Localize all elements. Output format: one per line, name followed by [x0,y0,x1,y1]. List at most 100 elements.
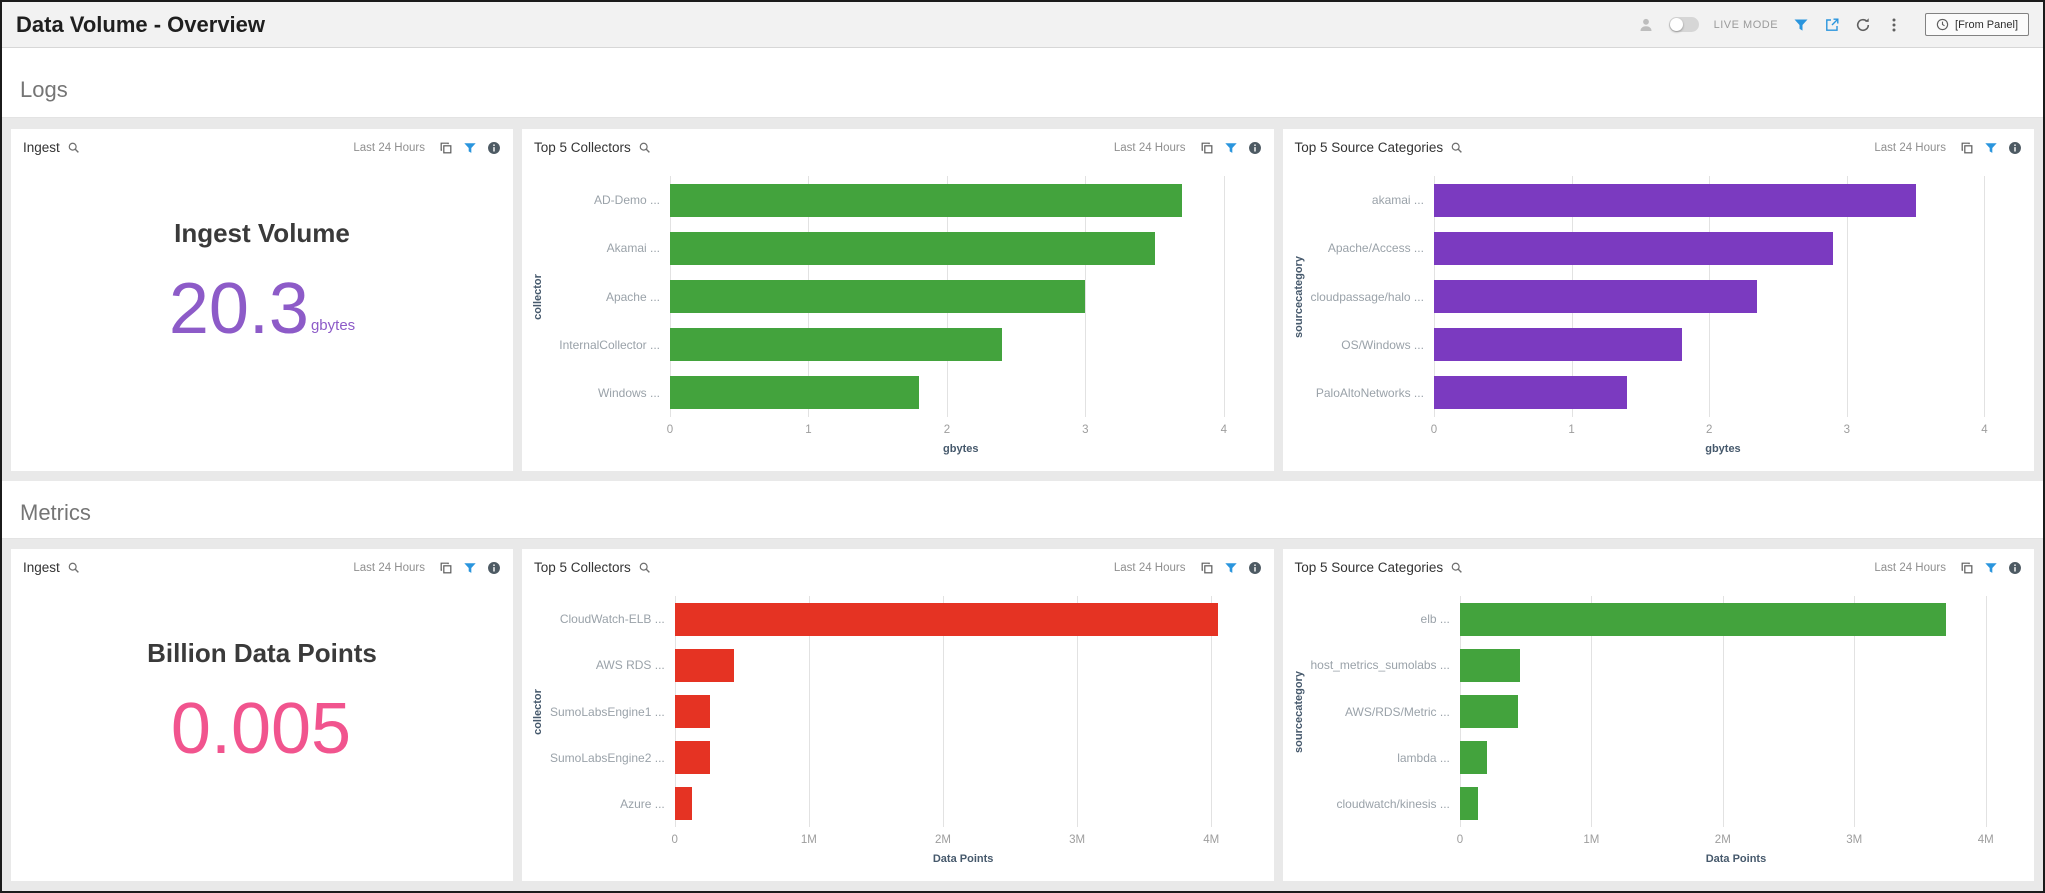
bar[interactable] [670,328,1003,362]
panel-header: Top 5 Source Categories Last 24 Hours [1283,549,2035,586]
search-icon[interactable] [1450,141,1463,154]
ingest-heading: Billion Data Points [147,638,377,668]
page-title: Data Volume - Overview [16,11,266,37]
bar[interactable] [1433,183,1916,217]
bar-row [674,688,1252,734]
bar[interactable] [670,231,1155,265]
bar-row [674,596,1252,642]
x-tick-label: 2M [1714,834,1731,846]
filter-icon[interactable] [1984,141,1998,155]
category-label: Akamai ... [606,241,660,256]
bar-row [670,369,1252,417]
gridline [1223,176,1225,417]
copy-icon[interactable] [439,141,453,155]
bar[interactable] [674,741,710,775]
panel-header-controls: Last 24 Hours [1114,561,1262,575]
panel-header: Top 5 Collectors Last 24 Hours [522,549,1274,586]
panel-body: Ingest Volume 20.3 gbytes [11,166,513,471]
panel-logs-top-source-categories: Top 5 Source Categories Last 24 Hours so… [1282,129,2035,471]
panel-body: Billion Data Points 0.005 [11,586,513,881]
bar[interactable] [1433,328,1682,362]
bar[interactable] [1459,787,1479,821]
y-axis-label: collector [532,688,545,735]
info-icon[interactable] [2008,561,2022,575]
bar-row [674,735,1252,781]
info-icon[interactable] [487,141,501,155]
filter-icon[interactable] [463,561,477,575]
copy-icon[interactable] [439,561,453,575]
panel-header: Ingest Last 24 Hours [11,129,513,166]
bar[interactable] [1433,376,1627,410]
x-ticks: 0 1 2 3 4 [667,417,1252,443]
bar[interactable] [1433,280,1758,313]
search-icon[interactable] [67,561,80,574]
bar-chart: sourcecategory akamai ... Apache/Access .… [1283,166,2035,471]
time-range-label: Last 24 Hours [1113,561,1186,574]
search-icon[interactable] [67,141,80,154]
x-tick-label: 4 [1220,424,1227,436]
bar-row [1459,642,2012,688]
category-label: PaloAltoNetworks ... [1315,385,1424,400]
filter-icon[interactable] [1224,561,1238,575]
search-icon[interactable] [1450,561,1463,574]
category-labels: AD-Demo ... Akamai ... Apache ... InternalC… [550,176,670,417]
bar[interactable] [674,787,693,821]
bar[interactable] [1459,648,1521,682]
bar[interactable] [1433,231,1834,265]
search-icon[interactable] [638,561,651,574]
filter-icon[interactable] [1984,561,1998,575]
x-tick-label: 2 [1705,424,1713,436]
bar-row [1433,321,2012,369]
kebab-menu-icon[interactable] [1886,17,1902,33]
filter-icon[interactable] [463,141,477,155]
info-icon[interactable] [2008,141,2022,155]
section-header-logs: Logs [2,48,2043,118]
info-icon[interactable] [487,561,501,575]
info-icon[interactable] [1248,561,1262,575]
gridline [1846,176,1848,417]
panel-header-controls: Last 24 Hours [1114,141,1262,155]
panel-header-controls: Last 24 Hours [353,141,501,155]
dashboard-header-bar: Data Volume - Overview LIVE MODE [From P… [2,2,2043,48]
header-controls: LIVE MODE [From Panel] [1638,13,2029,36]
x-tick-label: 0 [671,834,678,846]
copy-icon[interactable] [1200,141,1214,155]
refresh-icon[interactable] [1855,17,1871,33]
bar[interactable] [674,648,734,682]
info-icon[interactable] [1248,141,1262,155]
x-tick-label: 2M [935,834,951,846]
y-axis-label-cell: collector [526,596,550,827]
x-tick-label: 1M [1583,834,1600,846]
time-range-button[interactable]: [From Panel] [1925,13,2029,36]
x-axis-label: gbytes [1705,443,1741,455]
bar-row [1433,369,2012,417]
share-icon[interactable] [1824,17,1840,33]
section-header-metrics: Metrics [2,481,2043,539]
bar[interactable] [674,695,710,728]
bar[interactable] [670,376,920,410]
metrics-panel-row: Ingest Last 24 Hours Billion Data Points… [2,539,2043,891]
panel-metrics-top-collectors: Top 5 Collectors Last 24 Hours collector… [522,549,1274,881]
copy-icon[interactable] [1200,561,1214,575]
live-mode-label: LIVE MODE [1713,18,1779,31]
bar[interactable] [670,183,1183,217]
filter-icon[interactable] [1224,141,1238,155]
x-tick-label: 1M [800,834,817,846]
copy-icon[interactable] [1960,141,1974,155]
copy-icon[interactable] [1960,561,1974,575]
panel-metrics-ingest: Ingest Last 24 Hours Billion Data Points… [11,549,513,881]
search-icon[interactable] [638,141,651,154]
bar[interactable] [1459,602,1947,636]
filter-icon[interactable] [1793,17,1809,33]
bar[interactable] [1459,695,1518,728]
category-label: Azure ... [620,796,665,811]
bar[interactable] [1459,741,1488,775]
bar-row [1459,781,2012,827]
live-mode-toggle[interactable] [1668,17,1699,32]
category-label: Windows ... [597,385,660,400]
x-tick-label: 4M [1203,834,1220,846]
bar[interactable] [674,602,1218,636]
bar[interactable] [670,280,1086,313]
x-ticks: 0 1M 2M 3M 4M [1457,827,2012,853]
panel-title: Top 5 Source Categories [1294,140,1444,155]
